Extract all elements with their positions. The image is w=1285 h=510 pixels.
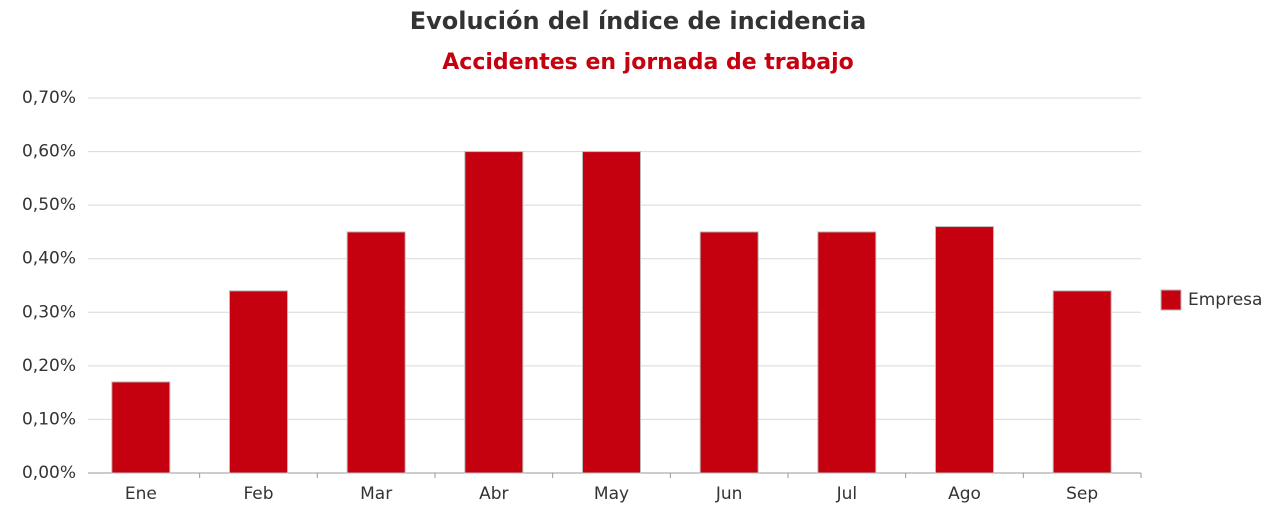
y-tick-label: 0,70% (22, 88, 76, 108)
legend-label: Empresa (1188, 290, 1262, 310)
bar (935, 226, 994, 474)
x-tick-label: Mar (360, 484, 392, 504)
y-tick-label: 0,50% (22, 195, 76, 215)
legend-swatch (1160, 289, 1182, 311)
bar (229, 290, 288, 474)
bar (582, 151, 641, 474)
x-tick-label: Abr (479, 484, 508, 504)
x-tick-label: May (594, 484, 629, 504)
y-tick-label: 0,00% (22, 463, 76, 483)
x-tick-label: Ago (948, 484, 981, 504)
bar (1052, 290, 1112, 474)
bar (817, 231, 877, 474)
x-tick-label: Jun (715, 484, 743, 504)
y-tick-label: 0,30% (22, 302, 76, 322)
chart-subtitle: Accidentes en jornada de trabajo (442, 50, 853, 75)
x-tick-label: Sep (1066, 484, 1098, 504)
bar (699, 231, 759, 474)
x-tick-label: Jul (836, 484, 858, 504)
bar (111, 381, 171, 474)
y-tick-label: 0,20% (22, 356, 76, 376)
bar (346, 231, 406, 474)
chart-title: Evolución del índice de incidencia (410, 7, 867, 35)
y-tick-label: 0,60% (22, 142, 76, 162)
y-tick-label: 0,40% (22, 249, 76, 269)
y-tick-label: 0,10% (22, 409, 76, 429)
bar (464, 151, 524, 474)
x-tick-label: Ene (125, 484, 157, 504)
x-tick-label: Feb (243, 484, 273, 504)
